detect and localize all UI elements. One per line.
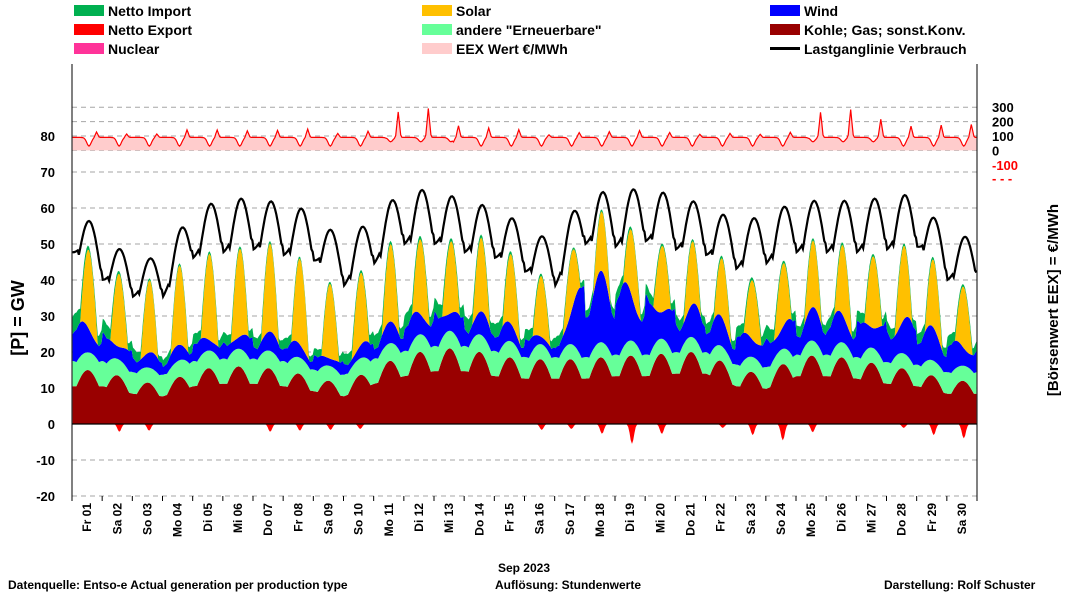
load-curve-line (72, 188, 978, 300)
x-tick-label: Di 19 (623, 503, 637, 532)
y2-tick-label: 200 (992, 115, 1014, 130)
x-axis-label: Sep 2023 (498, 561, 550, 575)
y-tick-label: 80 (41, 129, 55, 144)
y-tick-label: 40 (41, 273, 55, 288)
y2-tick-label: 100 (992, 129, 1014, 144)
price-area (72, 108, 977, 151)
y-tick-label: 10 (41, 381, 55, 396)
x-tick-label: So 24 (774, 503, 788, 535)
legend-label: Nuclear (108, 40, 160, 57)
legend-swatch (770, 24, 800, 35)
legend-swatch (422, 43, 452, 54)
legend-item: Nuclear (74, 39, 159, 58)
x-tick-label: Mi 06 (231, 503, 245, 533)
legend-swatch (770, 47, 800, 50)
x-tick-label: Mo 18 (593, 503, 607, 537)
y-axis-label: [P] = GW (8, 280, 28, 356)
legend-label: Wind (804, 2, 839, 19)
y-tick-label: 30 (41, 309, 55, 324)
y-tick-label: 70 (41, 165, 55, 180)
y2-tick-label: 300 (992, 100, 1014, 115)
x-tick-label: Di 05 (201, 503, 215, 532)
y2-tick-label: 0 (992, 143, 999, 158)
area-kohle-gas-sonst-konv- (72, 348, 977, 424)
legend-item: Lastganglinie Verbrauch (770, 39, 967, 58)
x-tick-label: Fr 01 (80, 503, 94, 532)
legend-label: Kohle; Gas; sonst.Konv. (804, 21, 966, 38)
x-tick-label: So 17 (563, 503, 577, 535)
data-source-note: Datenquelle: Entso-e Actual generation p… (8, 578, 348, 592)
legend-swatch (74, 5, 104, 16)
x-tick-label: Sa 23 (744, 503, 758, 535)
legend-label: EEX Wert €/MWh (456, 40, 568, 57)
legend-label: andere "Erneuerbare" (456, 21, 602, 38)
x-tick-label: Sa 30 (955, 503, 969, 535)
y-tick-label: 0 (48, 417, 55, 432)
x-tick-label: Mi 27 (864, 503, 878, 533)
y-tick-label: 50 (41, 237, 55, 252)
price-fill (72, 108, 977, 151)
y-tick-label: 20 (41, 345, 55, 360)
x-tick-label: So 03 (140, 503, 154, 535)
x-tick-label: So 10 (352, 503, 366, 535)
x-tick-label: Mo 25 (804, 503, 818, 537)
secondary-y-axis-label: [Börsenwert EEX] = €/MWh (1045, 204, 1062, 396)
x-tick-label: Sa 16 (533, 503, 547, 535)
chart-legend: Netto Import Netto Export Nuclear Solar ande… (0, 0, 1069, 62)
x-tick-label: Do 28 (895, 503, 909, 536)
stacked-generation-areas (72, 188, 978, 444)
y2-tick-label: -100 (992, 158, 1018, 173)
x-tick-label: Mi 13 (442, 503, 456, 533)
resolution-note: Auflösung: Stundenwerte (495, 578, 641, 592)
x-tick-label: Sa 09 (321, 503, 335, 535)
legend-swatch (74, 43, 104, 54)
x-tick-label: Mo 04 (171, 503, 185, 537)
y2-tick-label: - - - (992, 171, 1012, 186)
legend-item: andere "Erneuerbare" (422, 20, 602, 39)
legend-item: Netto Export (74, 20, 192, 39)
x-tick-label: Di 26 (834, 503, 848, 532)
x-tick-label: Fr 08 (291, 503, 305, 532)
x-tick-label: Di 12 (412, 503, 426, 532)
area-netto-import (72, 209, 977, 367)
author-note: Darstellung: Rolf Schuster (884, 578, 1036, 592)
legend-label: Netto Export (108, 21, 192, 38)
y-tick-label: -10 (36, 453, 55, 468)
legend-item: Wind (770, 1, 838, 20)
y-tick-label: 60 (41, 201, 55, 216)
legend-item: EEX Wert €/MWh (422, 39, 568, 58)
x-tick-label: Fr 29 (925, 503, 939, 532)
area-netto-export (72, 424, 977, 444)
legend-label: Netto Import (108, 2, 192, 19)
legend-item: Netto Import (74, 1, 191, 20)
x-tick-label: Mi 20 (653, 503, 667, 533)
x-tick-label: Fr 22 (714, 503, 728, 532)
x-tick-label: Sa 02 (110, 503, 124, 535)
y-tick-label: -20 (36, 489, 55, 504)
axes (71, 64, 978, 501)
x-tick-label: Do 07 (261, 503, 275, 536)
area-andere-erneuerbare- (72, 330, 977, 397)
area-solar (72, 211, 977, 367)
legend-label: Solar (456, 2, 492, 19)
legend-swatch (74, 24, 104, 35)
legend-item: Kohle; Gas; sonst.Konv. (770, 20, 966, 39)
x-tick-label: Fr 15 (502, 503, 516, 532)
legend-swatch (422, 5, 452, 16)
x-tick-label: Mo 11 (382, 503, 396, 537)
legend-label: Lastganglinie Verbrauch (804, 40, 967, 57)
x-tick-label: Do 14 (472, 503, 486, 536)
price-line (72, 108, 977, 147)
area-wind (72, 270, 977, 376)
x-tick-label: Do 21 (683, 503, 697, 536)
legend-item: Solar (422, 1, 491, 20)
legend-swatch (770, 5, 800, 16)
legend-swatch (422, 24, 452, 35)
